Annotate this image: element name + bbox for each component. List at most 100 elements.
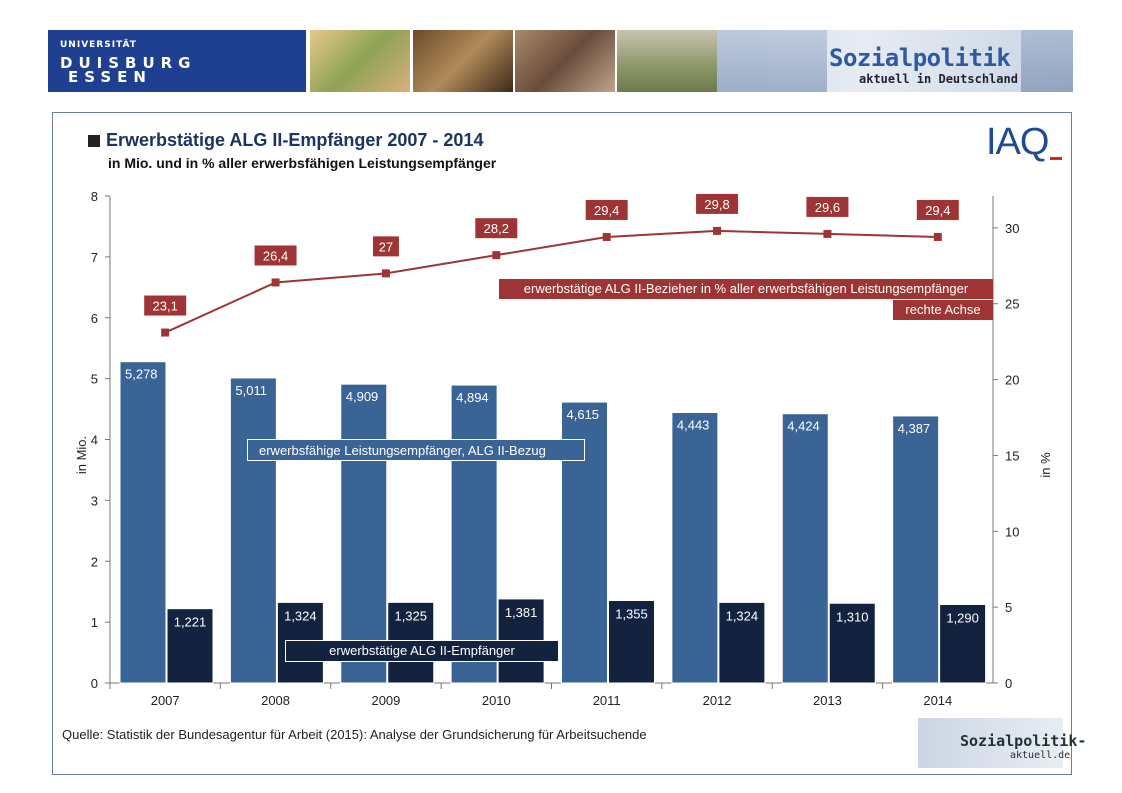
line-series-percent [164, 229, 938, 334]
bar-leistungsempfaenger [671, 412, 719, 684]
line-label-box [254, 245, 297, 266]
header-banner: UNIVERSITÄT DUISBURG ESSEN Sozialpolitik… [48, 30, 1073, 92]
line-point-marker [161, 328, 170, 337]
right-tick-label: 10 [1005, 524, 1019, 539]
line-point-marker [271, 278, 280, 287]
line-label-box [144, 295, 187, 316]
left-tick-label: 8 [91, 189, 98, 204]
x-tick-label: 2008 [261, 693, 290, 708]
bar-erwerbstaetige [166, 608, 214, 684]
left-tick-label: 3 [91, 493, 98, 508]
bar-erwerbstaetige [718, 601, 766, 684]
right-tick-label: 25 [1005, 297, 1019, 312]
bar-label-erwerbstaetige: 1,290 [946, 610, 979, 625]
brand-subtitle: aktuell in Deutschland [859, 72, 1018, 86]
x-tick-label: 2013 [813, 693, 842, 708]
line-point-marker [492, 251, 501, 260]
line-label-box [696, 193, 739, 214]
iaq-logo[interactable]: IAQ [986, 121, 1049, 163]
uni-name-line1: UNIVERSITÄT [60, 40, 137, 50]
line-label-box [372, 236, 399, 257]
bar-leistungsempfaenger [229, 377, 277, 684]
x-tick-label: 2014 [923, 693, 952, 708]
bar-leistungsempfaenger [892, 415, 940, 684]
left-tick-label: 6 [91, 311, 98, 326]
bar-leistungsempfaenger [781, 413, 829, 684]
brand-title: Sozialpolitik [829, 44, 1011, 72]
bar-label-leistungsempfaenger: 4,894 [456, 390, 489, 405]
line-label-box [585, 199, 628, 220]
line-point-marker [381, 269, 390, 278]
photo-seniors [515, 30, 615, 92]
footer-logo-url: aktuell.de [1010, 750, 1071, 761]
line-point-marker [602, 232, 611, 241]
line-point-marker [823, 229, 832, 238]
bar-erwerbstaetige [939, 603, 987, 684]
university-logo[interactable]: UNIVERSITÄT DUISBURG ESSEN [48, 30, 306, 92]
people-graphic [717, 30, 827, 92]
photo-wallet [413, 30, 513, 92]
brand-logo[interactable]: Sozialpolitik aktuell in Deutschland [717, 30, 1073, 92]
bar-label-leistungsempfaenger: 4,424 [787, 419, 820, 434]
x-tick-label: 2007 [151, 693, 180, 708]
legend-label-right-axis: rechte Achse [893, 300, 993, 320]
line-label: 29,4 [925, 203, 950, 218]
bar-label-erwerbstaetige: 1,310 [836, 609, 869, 624]
line-point-marker [713, 226, 722, 235]
uni-name-line2: DUISBURG [60, 54, 197, 72]
left-axis-title: in Mio. [74, 436, 89, 474]
chart-title: Erwerbstätige ALG II-Empfänger 2007 - 20… [106, 130, 484, 150]
legend-label-line: erwerbstätige ALG II-Bezieher in % aller… [499, 279, 993, 299]
bar-leistungsempfaenger [450, 384, 498, 684]
bar-label-leistungsempfaenger: 4,615 [567, 407, 600, 422]
bar-label-leistungsempfaenger: 5,278 [125, 367, 158, 382]
line-label: 26,4 [263, 248, 288, 263]
iaq-logo-accent [1050, 157, 1062, 160]
photo-card-payment [310, 30, 410, 92]
title-bullet [88, 135, 100, 147]
right-tick-label: 5 [1005, 600, 1012, 615]
right-tick-label: 30 [1005, 221, 1019, 236]
legend-label-erwerbstaetige: erwerbstätige ALG II-Empfänger [285, 640, 559, 662]
line-label: 28,2 [484, 221, 509, 236]
right-tick-label: 0 [1005, 676, 1012, 691]
line-label: 27 [379, 239, 393, 254]
bar-erwerbstaetige [497, 598, 545, 684]
footer-logo-title: Sozialpolitik- [960, 732, 1087, 750]
right-axis-title: in % [1038, 452, 1053, 478]
left-tick-label: 2 [91, 554, 98, 569]
left-tick-label: 1 [91, 615, 98, 630]
bar-leistungsempfaenger [340, 383, 388, 684]
x-tick-label: 2010 [482, 693, 511, 708]
uni-name-line3: ESSEN [68, 68, 152, 86]
bar-erwerbstaetige [828, 602, 876, 684]
source-note: Quelle: Statistik der Bundesagentur für … [62, 727, 647, 742]
x-tick-label: 2009 [371, 693, 400, 708]
left-tick-label: 0 [91, 676, 98, 691]
right-tick-label: 20 [1005, 373, 1019, 388]
bar-label-erwerbstaetige: 1,324 [726, 608, 759, 623]
line-label: 29,8 [704, 197, 729, 212]
line-label-box [806, 196, 849, 217]
bar-label-leistungsempfaenger: 5,011 [235, 383, 267, 398]
legend-label-leistungsempfaenger: erwerbsfähige Leistungsempfänger, ALG II… [247, 439, 585, 461]
bar-label-erwerbstaetige: 1,325 [394, 608, 427, 623]
x-tick-label: 2011 [593, 693, 621, 708]
bar-label-leistungsempfaenger: 4,387 [898, 421, 931, 436]
line-label: 29,4 [594, 203, 619, 218]
bar-label-erwerbstaetige: 1,381 [505, 605, 538, 620]
bar-label-leistungsempfaenger: 4,443 [677, 418, 710, 433]
bar-label-leistungsempfaenger: 4,909 [346, 389, 379, 404]
bar-label-erwerbstaetige: 1,221 [174, 615, 207, 630]
photo-walkway [617, 30, 717, 92]
left-tick-label: 7 [91, 250, 98, 265]
line-label-box [916, 199, 959, 220]
chart-subtitle: in Mio. und in % aller erwerbsfähigen Le… [108, 155, 497, 171]
people-graphic-right [1021, 30, 1073, 92]
line-label: 29,6 [815, 200, 840, 215]
bar-leistungsempfaenger [119, 361, 167, 684]
bar-label-erwerbstaetige: 1,355 [615, 607, 648, 622]
footer-logo[interactable] [918, 718, 1063, 768]
right-tick-label: 15 [1005, 448, 1019, 463]
